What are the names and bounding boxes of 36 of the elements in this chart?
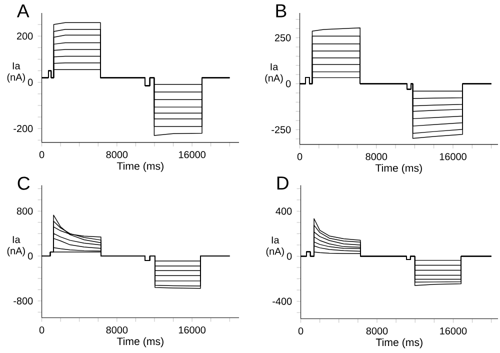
y-tick-label: 200: [16, 32, 33, 40]
y-axis-title: Ia (nA): [266, 236, 284, 257]
x-tick-label: 0: [39, 326, 44, 334]
y-tick-label: 0: [286, 80, 291, 88]
x-tick-label: 8000: [366, 328, 388, 335]
chart-title: D: [277, 176, 288, 190]
y-tick-label: 0: [28, 78, 33, 86]
y-tick-label: -250: [272, 126, 291, 134]
x-axis-title: Time (ms): [116, 337, 164, 348]
y-tick-label: 0: [28, 252, 33, 260]
y-axis-title: Ia (nA): [265, 64, 283, 84]
x-tick-label: 8000: [106, 326, 128, 334]
x-tick-label: 0: [297, 153, 302, 160]
y-tick-label: 250: [274, 34, 291, 42]
x-tick-label: 16000: [178, 151, 206, 158]
x-tick-label: 16000: [440, 153, 466, 160]
y-axis-title: Ia (nA): [7, 62, 25, 83]
y-tick-label: -200: [14, 125, 33, 132]
x-tick-label: 0: [39, 151, 44, 158]
chart-title: B: [276, 4, 286, 18]
x-tick-label: 0: [298, 328, 304, 335]
x-axis-title: Time (ms): [375, 164, 422, 174]
x-tick-label: 16000: [178, 326, 206, 334]
x-tick-label: 8000: [366, 153, 388, 160]
chart-title: C: [18, 176, 30, 190]
y-tick-label: -400: [272, 298, 292, 306]
x-tick-label: 8000: [106, 151, 128, 158]
y-tick-label: 800: [16, 208, 33, 215]
y-axis-title: Ia (nA): [7, 236, 25, 257]
chart-title: A: [16, 4, 30, 18]
y-tick-label: 0: [286, 252, 292, 260]
x-axis-title: Time (ms): [116, 162, 164, 172]
x-tick-label: 16000: [440, 328, 467, 335]
x-axis-title: Time (ms): [376, 338, 422, 348]
y-tick-label: -800: [14, 298, 33, 305]
y-tick-label: 400: [276, 208, 292, 215]
